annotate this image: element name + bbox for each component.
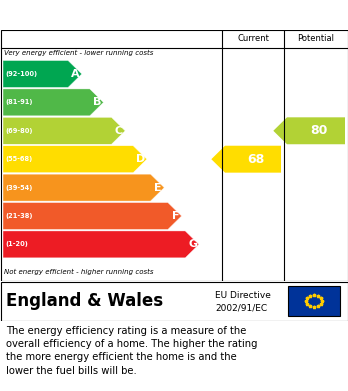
Text: Very energy efficient - lower running costs: Very energy efficient - lower running co… (4, 50, 153, 56)
Text: (81-91): (81-91) (5, 99, 32, 106)
Text: The energy efficiency rating is a measure of the
overall efficiency of a home. T: The energy efficiency rating is a measur… (6, 326, 258, 376)
Text: (39-54): (39-54) (5, 185, 32, 190)
Polygon shape (3, 174, 164, 201)
Polygon shape (3, 146, 147, 173)
Text: (69-80): (69-80) (5, 128, 32, 134)
Polygon shape (3, 231, 199, 258)
Text: F: F (172, 211, 179, 221)
Text: A: A (71, 69, 80, 79)
Text: Current: Current (237, 34, 269, 43)
Polygon shape (3, 203, 182, 230)
Text: (55-68): (55-68) (5, 156, 32, 162)
Polygon shape (3, 89, 103, 116)
Text: G: G (188, 239, 197, 249)
Text: 68: 68 (247, 153, 264, 166)
Bar (288, 286, 340, 316)
Polygon shape (3, 117, 125, 144)
Polygon shape (3, 61, 82, 88)
Text: England & Wales: England & Wales (6, 292, 163, 310)
Text: (92-100): (92-100) (5, 71, 37, 77)
Text: D: D (136, 154, 145, 164)
Text: 2002/91/EC: 2002/91/EC (215, 303, 267, 312)
Polygon shape (273, 117, 345, 144)
Text: (21-38): (21-38) (5, 213, 32, 219)
Text: 80: 80 (310, 124, 327, 137)
Polygon shape (211, 146, 281, 173)
Text: EU Directive: EU Directive (215, 291, 271, 300)
Text: Not energy efficient - higher running costs: Not energy efficient - higher running co… (4, 269, 153, 275)
Text: (1-20): (1-20) (5, 241, 28, 248)
Text: Energy Efficiency Rating: Energy Efficiency Rating (7, 7, 217, 23)
Text: E: E (154, 183, 162, 193)
Text: C: C (115, 126, 123, 136)
Text: Potential: Potential (298, 34, 334, 43)
Text: B: B (93, 97, 102, 108)
